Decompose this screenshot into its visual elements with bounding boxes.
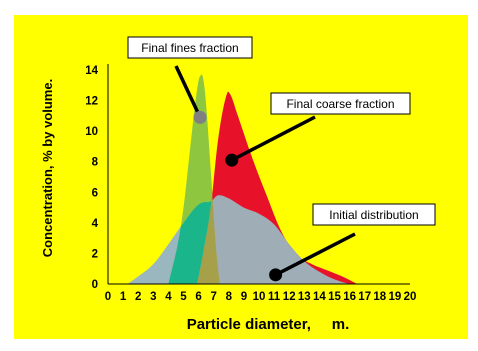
x-tick-label: 6 xyxy=(195,291,201,303)
x-tick-label: 8 xyxy=(226,291,233,303)
x-tick-label: 13 xyxy=(298,291,311,303)
area-overlap-initial-coarse xyxy=(197,195,350,284)
y-axis-label: Concentration, % by volume. xyxy=(40,79,55,257)
pointer-dot xyxy=(269,268,283,282)
y-tick-label: 10 xyxy=(85,126,98,138)
y-tick-label: 0 xyxy=(92,279,98,291)
axes-group xyxy=(107,64,410,285)
area-series-group xyxy=(127,74,358,285)
x-tick-label: 5 xyxy=(180,291,187,303)
area-overlap-initial-fines xyxy=(168,195,220,284)
overlap-initial-coarse xyxy=(197,195,350,284)
callout-box xyxy=(312,203,436,226)
x-tick-label: 7 xyxy=(210,291,216,303)
y-tick-label: 2 xyxy=(92,248,98,260)
x-tick-label: 3 xyxy=(150,291,156,303)
callout-label: Final fines fraction xyxy=(141,41,238,55)
callout-box xyxy=(127,36,253,59)
overlap-initial-fines xyxy=(168,195,220,284)
pointer-dot xyxy=(193,110,207,124)
x-tick-label: 11 xyxy=(268,291,281,303)
x-tick-label: 10 xyxy=(253,291,266,303)
x-tick-label: 16 xyxy=(343,291,356,303)
x-tick-label: 20 xyxy=(404,291,417,303)
x-tick-label: 9 xyxy=(241,291,247,303)
callouts-group: Final fines fraction Final coarse fractio… xyxy=(127,36,436,282)
x-tick-label: 18 xyxy=(373,291,386,303)
x-tick-label: 12 xyxy=(283,291,296,303)
x-axis-label: Particle diameter, m. xyxy=(187,316,350,333)
y-tick-label: 14 xyxy=(85,65,98,77)
x-tick-label: 2 xyxy=(135,291,141,303)
x-tick-label: 17 xyxy=(358,291,371,303)
x-tick-label: 15 xyxy=(328,291,341,303)
x-tick-label: 19 xyxy=(389,291,402,303)
y-tick-label: 6 xyxy=(92,187,98,199)
y-tick-label: 8 xyxy=(92,157,99,169)
x-tick-label: 1 xyxy=(120,291,127,303)
x-tick-label: 4 xyxy=(165,291,172,303)
pointer-line xyxy=(274,232,356,277)
pointer-line xyxy=(174,65,202,119)
x-tick-label: 14 xyxy=(313,291,326,303)
y-tick-label: 4 xyxy=(92,218,99,230)
callout-box xyxy=(270,92,411,115)
pointer-dot xyxy=(225,153,239,167)
callout-label: Initial distribution xyxy=(329,208,418,222)
x-tick-label: 0 xyxy=(105,291,111,303)
tick-labels-group: 0 1 2 3 4 5 6 7 8 9 10 11 12 13 14 15 16 17 18 19 2002468101… xyxy=(85,65,416,303)
pointer-line xyxy=(231,115,316,162)
y-tick-label: 12 xyxy=(85,96,98,108)
callout-label: Final coarse fraction xyxy=(286,97,394,111)
